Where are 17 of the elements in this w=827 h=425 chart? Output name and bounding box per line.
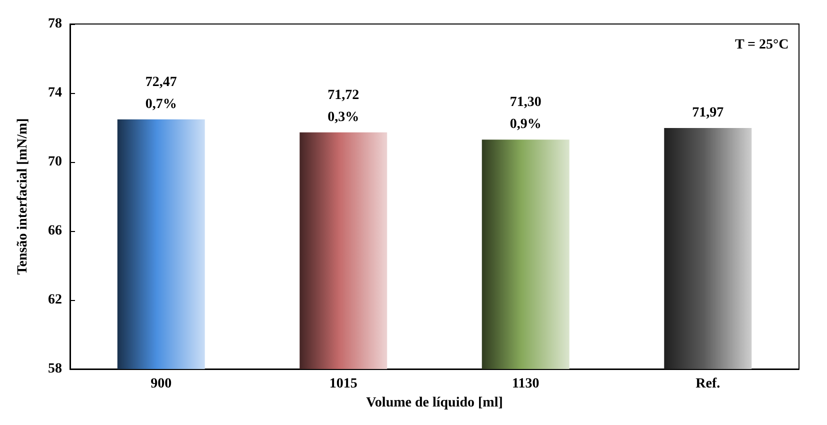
x-tick-label: 900 bbox=[150, 376, 172, 392]
y-tick-label: 70 bbox=[48, 154, 62, 170]
y-tick-label: 74 bbox=[48, 86, 62, 100]
y-tick-label: 66 bbox=[48, 224, 62, 238]
x-tick-label: 1130 bbox=[512, 376, 540, 392]
x-axis-title: Volume de líquido [ml] bbox=[366, 395, 503, 410]
data-label: 71,72 0,3% bbox=[328, 88, 360, 125]
y-axis-title: Tensão interfacial [mN/m] bbox=[16, 118, 30, 275]
data-label: 71,97 bbox=[692, 106, 724, 121]
y-tick-label: 62 bbox=[48, 292, 62, 308]
x-tick-label: Ref. bbox=[696, 376, 720, 392]
annotation: T = 25°C bbox=[734, 38, 789, 52]
y-tick-label: 58 bbox=[48, 362, 62, 376]
data-label: 72,47 0,7% bbox=[145, 74, 177, 112]
x-tick-label: 1015 bbox=[329, 376, 358, 392]
y-tick-label: 78 bbox=[48, 16, 62, 32]
data-label: 71,30 0,9% bbox=[510, 95, 542, 132]
